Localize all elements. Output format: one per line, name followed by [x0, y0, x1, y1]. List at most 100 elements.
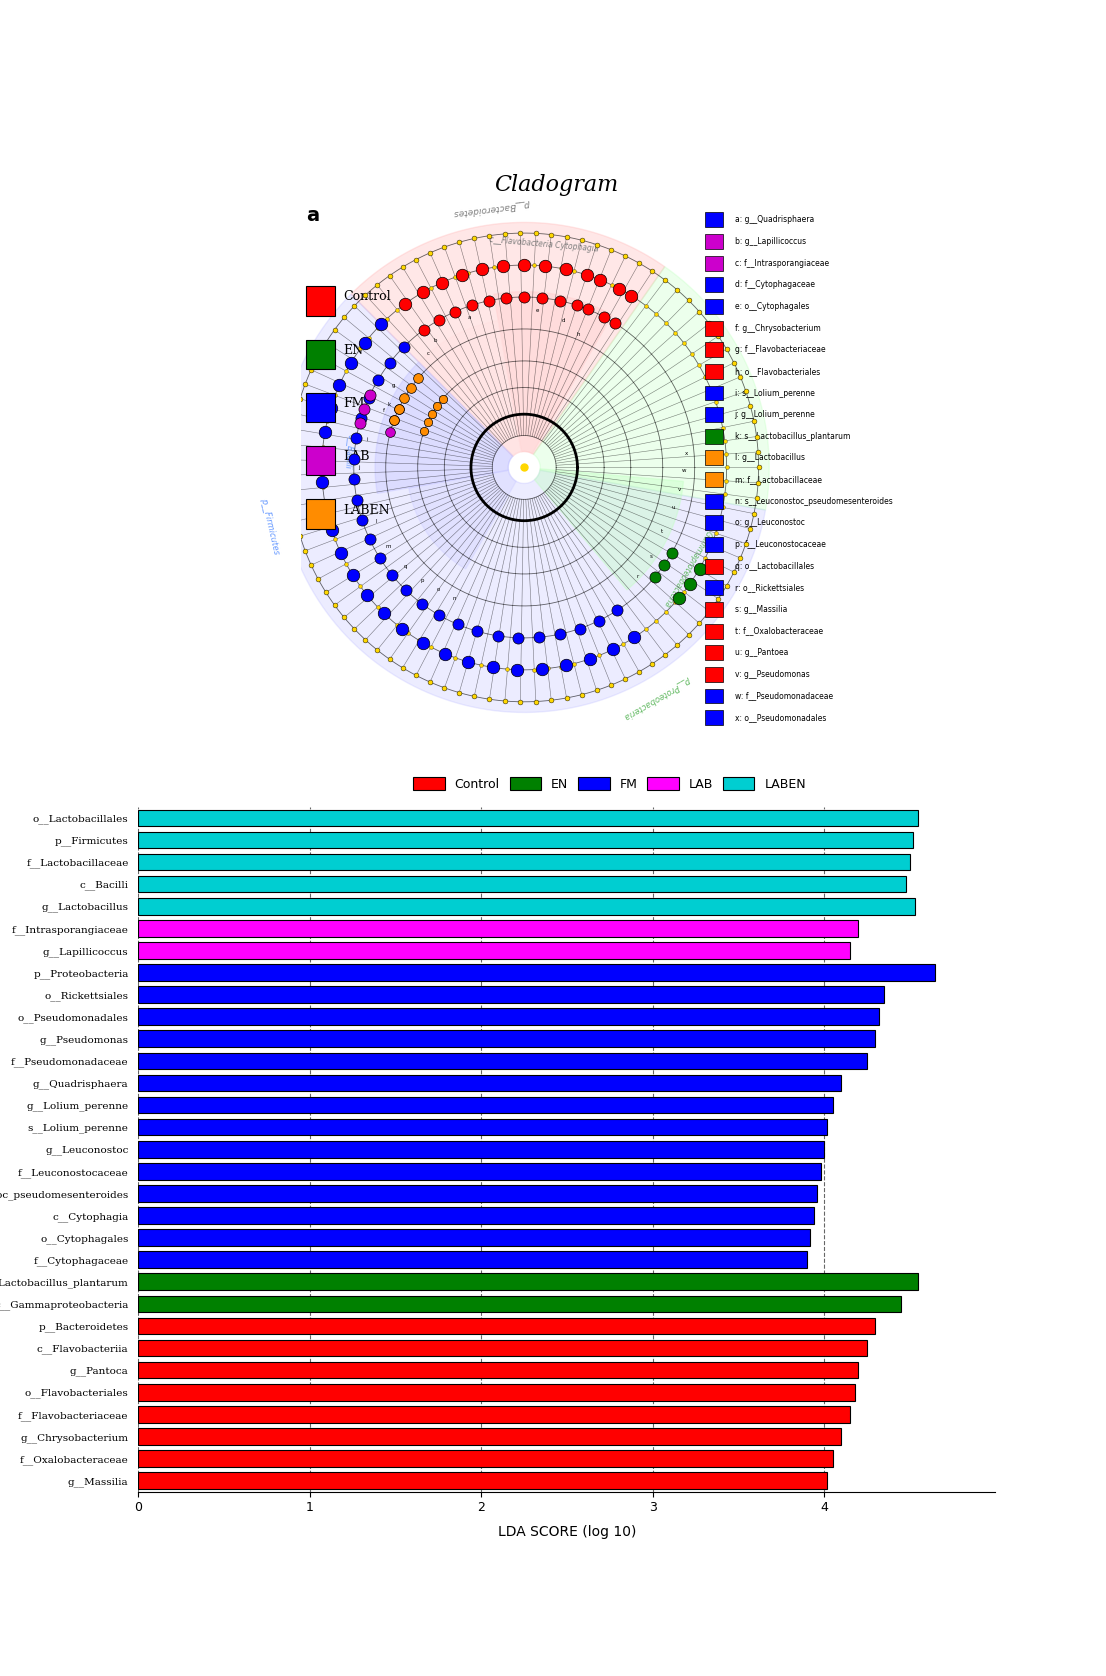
Text: r: r — [636, 575, 638, 580]
Bar — [138, 1296, 901, 1312]
Bar — [138, 1274, 918, 1291]
Text: s: g__Massilia: s: g__Massilia — [734, 605, 787, 613]
Text: u: u — [671, 504, 675, 510]
Text: k: s__Lactobacillus_plantarum: k: s__Lactobacillus_plantarum — [734, 432, 851, 441]
Bar — [138, 1009, 879, 1026]
Bar — [138, 1185, 817, 1202]
FancyBboxPatch shape — [706, 473, 723, 488]
Bar — [138, 942, 849, 959]
Polygon shape — [533, 266, 770, 510]
Text: FM: FM — [343, 397, 365, 411]
Text: LABEN: LABEN — [343, 503, 389, 516]
Text: EN: EN — [343, 344, 363, 357]
FancyBboxPatch shape — [306, 287, 335, 315]
Text: f: g__Chrysobacterium: f: g__Chrysobacterium — [734, 323, 821, 332]
Text: r: o__Rickettsiales: r: o__Rickettsiales — [734, 583, 804, 592]
Text: p__Firmicutes: p__Firmicutes — [259, 498, 281, 555]
Text: w: w — [681, 468, 686, 473]
FancyBboxPatch shape — [706, 689, 723, 704]
FancyBboxPatch shape — [706, 623, 723, 639]
Bar — [138, 1428, 841, 1445]
Text: a: g__Quadrisphaera: a: g__Quadrisphaera — [734, 216, 814, 225]
FancyBboxPatch shape — [706, 213, 723, 228]
Text: a: a — [306, 206, 319, 226]
FancyBboxPatch shape — [706, 320, 723, 335]
FancyBboxPatch shape — [706, 278, 723, 292]
Bar — [138, 1207, 814, 1223]
Bar — [138, 831, 914, 848]
Bar — [138, 877, 906, 892]
Bar — [138, 1472, 827, 1488]
Text: c__Bacilli: c__Bacilli — [343, 434, 355, 469]
Text: m: f__Lactobacillaceae: m: f__Lactobacillaceae — [734, 474, 822, 484]
FancyBboxPatch shape — [706, 558, 723, 573]
Text: b: b — [434, 339, 437, 344]
Bar — [138, 810, 918, 826]
Polygon shape — [534, 469, 684, 590]
FancyBboxPatch shape — [706, 536, 723, 551]
X-axis label: LDA SCORE (log 10): LDA SCORE (log 10) — [498, 1525, 636, 1540]
Polygon shape — [375, 362, 513, 493]
FancyBboxPatch shape — [306, 446, 335, 476]
FancyBboxPatch shape — [306, 499, 335, 528]
Text: l: g__Lactobacillus: l: g__Lactobacillus — [734, 454, 804, 463]
Bar — [138, 985, 884, 1002]
FancyBboxPatch shape — [706, 256, 723, 270]
FancyBboxPatch shape — [706, 494, 723, 510]
Text: o: o — [437, 587, 440, 592]
FancyBboxPatch shape — [706, 602, 723, 617]
Text: t: t — [660, 530, 662, 535]
Text: m: m — [385, 543, 390, 548]
Text: v: v — [678, 486, 681, 491]
Text: g: f__Flavobacteriaceae: g: f__Flavobacteriaceae — [734, 345, 825, 354]
FancyBboxPatch shape — [706, 364, 723, 379]
Bar — [138, 1074, 841, 1091]
Text: p__Bacteroidetes: p__Bacteroidetes — [453, 199, 531, 218]
Text: j: j — [358, 464, 359, 469]
Bar — [138, 853, 909, 870]
Text: d: f__Cytophagaceae: d: f__Cytophagaceae — [734, 280, 815, 290]
FancyBboxPatch shape — [706, 407, 723, 422]
Bar — [138, 1363, 858, 1378]
FancyBboxPatch shape — [706, 235, 723, 250]
Bar — [138, 1229, 811, 1245]
Text: q: q — [404, 565, 408, 570]
Text: g: g — [392, 384, 395, 389]
Polygon shape — [351, 223, 665, 456]
Text: l: l — [376, 518, 377, 523]
Text: c__Flavobacteria Cytophagia: c__Flavobacteria Cytophagia — [489, 235, 598, 253]
Text: b: g__Lapillicoccus: b: g__Lapillicoccus — [734, 236, 806, 246]
Text: t: f__Oxalobacteraceae: t: f__Oxalobacteraceae — [734, 627, 823, 635]
FancyBboxPatch shape — [306, 340, 335, 369]
Text: u: g__Pantoea: u: g__Pantoea — [734, 649, 787, 657]
Text: w: f__Pseudomonadaceae: w: f__Pseudomonadaceae — [734, 692, 833, 701]
Bar — [138, 1450, 833, 1466]
Text: f: f — [383, 407, 385, 412]
Bar — [138, 1096, 833, 1113]
Bar — [138, 1317, 876, 1334]
Text: p__Proteobacteria: p__Proteobacteria — [623, 675, 692, 721]
Bar — [138, 898, 915, 915]
Bar — [138, 1120, 827, 1135]
Bar — [138, 920, 858, 937]
FancyBboxPatch shape — [706, 667, 723, 682]
Polygon shape — [279, 295, 765, 712]
Legend: Control, EN, FM, LAB, LABEN: Control, EN, FM, LAB, LABEN — [408, 773, 811, 796]
FancyBboxPatch shape — [706, 580, 723, 595]
Text: h: o__Flavobacteriales: h: o__Flavobacteriales — [734, 367, 820, 375]
Bar — [138, 1339, 867, 1356]
Text: n: n — [453, 595, 457, 600]
Polygon shape — [493, 292, 612, 454]
Text: p: f__Leuconostocaceae: p: f__Leuconostocaceae — [734, 540, 825, 550]
Text: a: a — [468, 315, 471, 320]
FancyBboxPatch shape — [706, 711, 723, 726]
Text: s: s — [649, 553, 653, 558]
Bar — [138, 1141, 824, 1158]
Text: LAB: LAB — [343, 451, 369, 463]
Text: x: x — [685, 451, 688, 456]
Bar — [138, 1053, 867, 1069]
FancyBboxPatch shape — [706, 385, 723, 401]
Polygon shape — [409, 471, 517, 568]
Text: n: s__Leuconostoc_pseudomesenteroides: n: s__Leuconostoc_pseudomesenteroides — [734, 496, 893, 506]
Text: c__Gammaproteobacteria: c__Gammaproteobacteria — [661, 518, 719, 608]
